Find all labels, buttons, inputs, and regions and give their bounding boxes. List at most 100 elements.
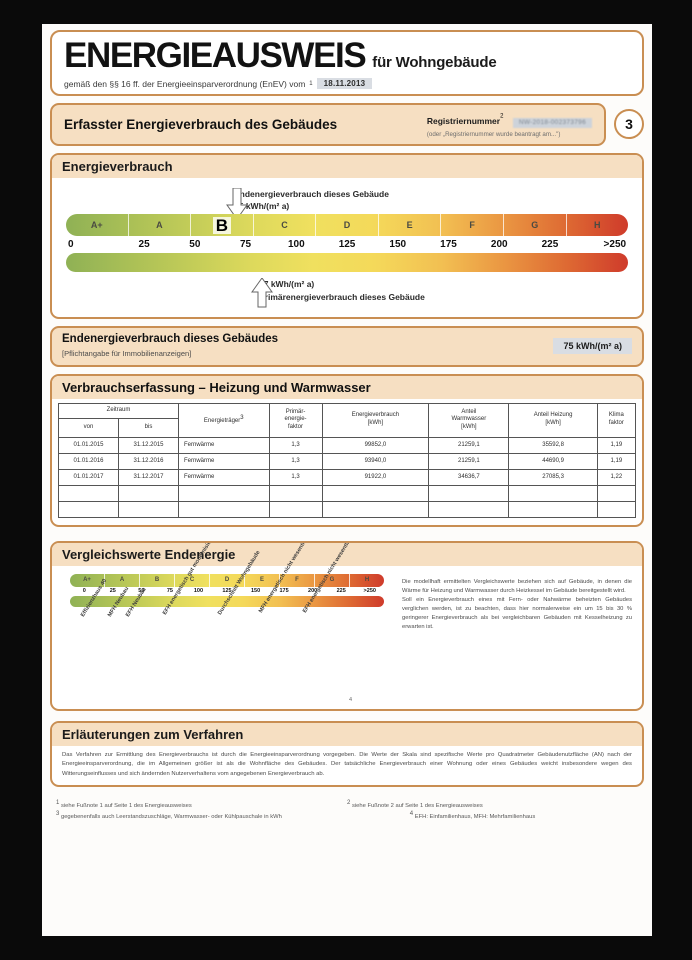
registration-note: (oder „Registriernummer wurde beantragt … xyxy=(426,131,561,138)
registration-bar: Erfasster Energieverbrauch des Gebäudes … xyxy=(50,103,644,146)
mini-scale-tick: 100 xyxy=(193,587,204,594)
mini-grade-bar-bottom xyxy=(70,595,384,607)
cell-bis xyxy=(118,484,179,502)
page-subtitle: für Wohngebäude xyxy=(372,54,497,71)
vergleichswerte-text-p2: Soll ein Energieverbrauch eines mit Fern… xyxy=(402,596,632,630)
th-energietraeger-label: Energieträger xyxy=(203,417,241,424)
th-ev-l1: Energieverbrauch xyxy=(351,412,400,419)
scale-tick: 50 xyxy=(189,239,201,251)
vergleichswerte-text-area: Die modellhaft ermittelten Vergleichswer… xyxy=(392,574,632,703)
mini-grade-cell: B xyxy=(140,573,175,587)
registration-number-group: Registriernummer2 NW-2018-002373796 (ode… xyxy=(427,110,592,139)
primaerenergie-arrow-text: 97 kWh/(m² a) Primärenergieverbrauch die… xyxy=(259,278,425,303)
grade-cell-c: C xyxy=(254,214,317,237)
mini-grade-cell: E xyxy=(245,573,280,587)
table-header-row-2: von bis xyxy=(58,417,636,438)
footnote-4-text: EFH: Einfamilienhaus, MFH: Mehrfamilienh… xyxy=(414,813,536,820)
footnote-1-marker: 1 xyxy=(56,800,60,807)
consumption-table-title: Verbrauchserfassung – Heizung und Warmwa… xyxy=(52,375,642,399)
th-energietraeger: Energieträger3 xyxy=(178,402,270,438)
endenergie-strip-main: Endenergieverbrauch dieses Gebäudes xyxy=(62,333,279,345)
grade-cell-aplus: A+ xyxy=(66,214,129,237)
scale-tick: 225 xyxy=(541,239,559,251)
cell-energietraeger: Fernwärme xyxy=(178,452,270,470)
cell-bis: 31.12.2015 xyxy=(118,436,179,454)
cell-bis xyxy=(118,500,179,518)
grade-label: C xyxy=(281,220,288,231)
footnote-1-text: siehe Fußnote 1 auf Seite 1 des Energiea… xyxy=(60,802,192,809)
consumption-table-panel: Verbrauchserfassung – Heizung und Warmwa… xyxy=(50,373,644,527)
mini-scale-tick: 75 xyxy=(166,587,173,594)
registration-panel: Erfasster Energieverbrauch des Gebäudes … xyxy=(50,103,606,146)
cell-klima xyxy=(596,484,637,502)
mini-grade-cell: A xyxy=(105,573,140,587)
erlauterungen-panel: Erläuterungen zum Verfahren Das Verfahre… xyxy=(50,720,644,788)
mini-scale-ticks: 0 25 50 75 100 125 150 175 200 225 >250 xyxy=(70,588,384,594)
th-pe-l2: energie- xyxy=(284,416,307,423)
cell-von: 01.01.2017 xyxy=(58,468,119,486)
th-kf-l2: faktor xyxy=(608,420,624,427)
table-row: 01.01.2016 31.12.2016 Fernwärme 1,3 9394… xyxy=(58,452,637,470)
cell-klima: 1,19 xyxy=(596,452,637,470)
consumption-table: Zeitraum Energieträger3 Primär- energie-… xyxy=(58,402,637,518)
scale-tick: 0 xyxy=(68,239,74,251)
scale-tick: 175 xyxy=(440,239,457,251)
footnote-2: 2 siehe Fußnote 2 auf Seite 1 des Energi… xyxy=(347,800,638,809)
grade-cell-g: G xyxy=(504,214,567,237)
grade-cell-h: H xyxy=(567,214,629,236)
grade-label: A+ xyxy=(90,220,103,231)
page-number-badge: 3 xyxy=(614,109,644,140)
scale-tick: >250 xyxy=(603,239,627,251)
grade-bar-bottom xyxy=(66,253,628,273)
th-hz-l1: Anteil Heizung xyxy=(533,412,573,419)
consumption-panel: Energieverbrauch Endenergieverbrauch die… xyxy=(50,152,644,319)
cell-warmwasser xyxy=(428,500,510,518)
grade-label: B xyxy=(212,216,232,234)
mini-scale-tick: 125 xyxy=(222,587,232,594)
footnote-2-text: siehe Fußnote 2 auf Seite 1 des Energiea… xyxy=(351,802,483,809)
th-ev-l2: [kWh] xyxy=(367,420,384,427)
mini-scale-tick: >250 xyxy=(363,587,376,594)
mini-grade-cell: D xyxy=(210,573,245,587)
th-hz-l2: [kWh] xyxy=(545,420,561,427)
registration-title: Erfasster Energieverbrauch des Gebäudes xyxy=(64,116,338,132)
grade-cell-d: D xyxy=(316,214,379,237)
consumption-scale-body: Endenergieverbrauch dieses Gebäude 75 kW… xyxy=(52,178,642,317)
th-pe-l3: faktor xyxy=(288,424,304,431)
erlauterungen-body: Das Verfahren zur Ermittlung des Energie… xyxy=(52,746,642,785)
cell-heizung: 35592,8 xyxy=(508,436,598,454)
erlauterungen-text: Das Verfahren zur Ermittlung des Energie… xyxy=(62,751,632,777)
mini-scale-tick: 50 xyxy=(138,587,145,594)
mini-grade-cell: G xyxy=(315,573,350,587)
vergleichswerte-text-p1: Die modellhaft ermittelten Vergleichswer… xyxy=(402,578,632,594)
grade-cell-e: E xyxy=(379,214,442,237)
cell-klima: 1,22 xyxy=(596,468,637,486)
energy-scale: A+ A B C D E F G H 0 25 50 75 100 125 xyxy=(66,214,629,273)
th-kf-l1: Klima xyxy=(608,412,624,419)
endenergie-arrow-line1: Endenergieverbrauch dieses Gebäude xyxy=(234,188,389,199)
grade-cell-a: A xyxy=(129,214,192,237)
cell-pe-faktor xyxy=(268,500,323,518)
th-zeitraum: Zeitraum xyxy=(58,402,179,419)
cell-verbrauch: 93940,0 xyxy=(321,452,430,470)
cell-verbrauch: 91922,0 xyxy=(321,468,430,486)
cell-heizung xyxy=(508,484,598,502)
endenergie-arrow-line2: 75 kWh/(m² a) xyxy=(234,201,290,212)
endenergie-strip: Endenergieverbrauch dieses Gebäudes [Pfl… xyxy=(50,326,644,367)
registration-footnote-marker: 2 xyxy=(500,113,504,120)
cell-von xyxy=(58,484,119,502)
cell-warmwasser xyxy=(428,484,510,502)
mini-scale-tick: 175 xyxy=(279,587,289,594)
footnote-4: 4 EFH: Einfamilienhaus, MFH: Mehrfamilie… xyxy=(410,811,638,820)
grade-label: G xyxy=(531,220,539,231)
mini-grade-cell: F xyxy=(280,573,315,587)
mini-grade-cell: C xyxy=(175,573,210,587)
title-box: ENERGIEAUSWEIS für Wohngebäude gemäß den… xyxy=(50,30,644,96)
grade-bar-top: A+ A B C D E F G H xyxy=(66,214,629,237)
scale-ticks: 0 25 50 75 100 125 150 175 200 225 >250 xyxy=(66,239,628,250)
table-row xyxy=(58,484,637,502)
cell-energietraeger xyxy=(178,484,270,502)
th-anteil-warmwasser: Anteil Warmwasser [kWh] xyxy=(428,402,510,438)
cell-von: 01.01.2016 xyxy=(58,452,119,470)
scale-tick: 100 xyxy=(287,239,305,251)
